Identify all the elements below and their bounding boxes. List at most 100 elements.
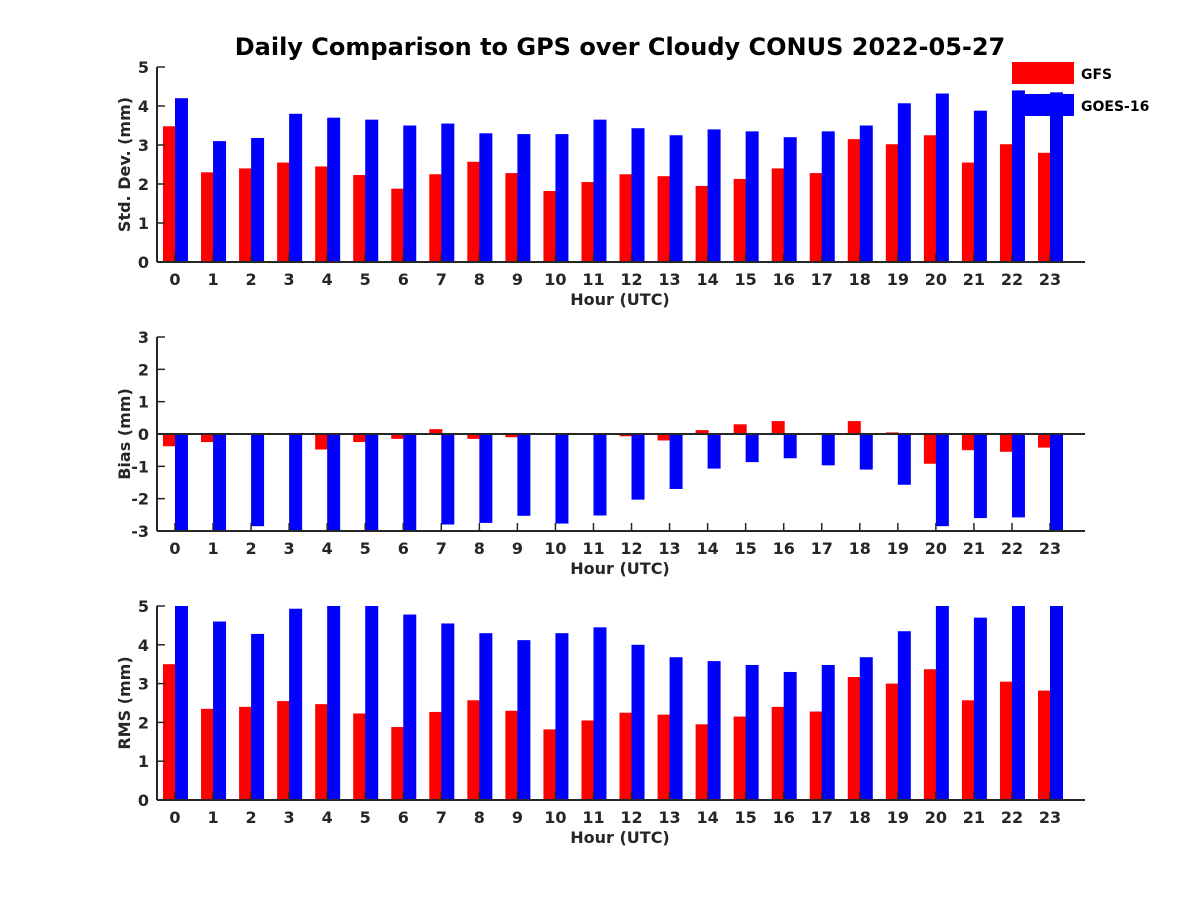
bar-rms-gfs-hour-11 [581,720,595,800]
y-tick-label-rms: 1 [138,752,149,771]
y-tick-label-std: 1 [138,214,149,233]
legend-swatch-gfs [1012,62,1074,84]
bar-bias-gfs-hour-12 [619,434,633,437]
x-tick-label-rms: 3 [284,808,295,827]
y-tick-label-rms: 4 [138,636,149,655]
bar-bias-goes16-hour-11 [593,434,607,516]
x-tick-label-rms: 17 [811,808,833,827]
bar-std-gfs-hour-20 [923,135,937,262]
x-tick-label-std: 2 [246,270,257,289]
x-tick-label-bias: 23 [1039,539,1061,558]
y-tick-label-std: 0 [138,253,149,272]
bar-rms-goes16-hour-17 [821,664,835,800]
bar-rms-gfs-hour-0 [163,664,176,800]
y-tick-label-rms: 0 [138,791,149,810]
bar-bias-gfs-hour-15 [733,424,747,434]
legend-label-goes16: GOES-16 [1081,99,1149,115]
bar-bias-gfs-hour-4 [315,434,329,450]
x-tick-label-rms: 14 [696,808,718,827]
x-tick-label-std: 11 [582,270,604,289]
bar-std-goes16-hour-0 [175,98,188,262]
x-tick-label-std: 13 [658,270,680,289]
x-tick-label-std: 3 [284,270,295,289]
y-tick-label-bias: 1 [138,393,149,412]
bar-bias-gfs-hour-16 [771,421,785,434]
bar-bias-gfs-hour-1 [201,434,215,443]
bar-rms-goes16-hour-23 [1050,606,1063,800]
x-tick-label-std: 21 [963,270,985,289]
x-axis-label-rms: Hour (UTC) [570,828,670,847]
bar-std-goes16-hour-11 [593,119,607,263]
x-tick-label-rms: 22 [1001,808,1023,827]
bar-bias-gfs-hour-23 [1038,434,1051,448]
bar-std-goes16-hour-18 [859,125,873,262]
bar-bias-goes16-hour-13 [669,434,683,489]
bar-rms-goes16-hour-14 [707,661,721,800]
bar-bias-goes16-hour-9 [517,434,531,516]
x-tick-label-std: 17 [811,270,833,289]
bar-std-gfs-hour-7 [429,174,443,262]
bar-rms-gfs-hour-20 [923,669,937,800]
bar-std-gfs-hour-15 [733,178,747,262]
x-tick-label-rms: 5 [360,808,371,827]
bar-std-gfs-hour-17 [809,173,823,262]
x-tick-label-rms: 16 [773,808,795,827]
y-tick-label-rms: 5 [138,597,149,616]
bar-rms-gfs-hour-17 [809,711,823,800]
x-tick-label-std: 23 [1039,270,1061,289]
x-axis-label-std: Hour (UTC) [570,290,670,309]
bar-bias-goes16-hour-10 [555,434,569,524]
bar-std-goes16-hour-8 [479,133,493,262]
bar-bias-goes16-hour-2 [251,434,265,527]
x-tick-label-rms: 2 [246,808,257,827]
bar-std-goes16-hour-21 [973,110,987,263]
x-tick-label-bias: 14 [696,539,718,558]
x-tick-label-rms: 4 [322,808,333,827]
bar-std-gfs-hour-11 [581,182,595,262]
bar-rms-gfs-hour-10 [543,729,557,800]
x-tick-label-bias: 5 [360,539,371,558]
bar-std-gfs-hour-0 [163,126,176,262]
bar-rms-gfs-hour-2 [239,706,253,800]
bar-bias-goes16-hour-0 [175,434,188,531]
x-tick-label-bias: 21 [963,539,985,558]
y-tick-label-bias: 3 [138,328,149,347]
x-tick-label-rms: 15 [735,808,757,827]
x-tick-label-rms: 0 [169,808,180,827]
bar-std-goes16-hour-23 [1050,92,1063,262]
bar-rms-gfs-hour-7 [429,711,443,800]
x-tick-label-rms: 1 [207,808,218,827]
bar-rms-gfs-hour-3 [277,701,291,800]
bar-rms-gfs-hour-16 [771,706,785,800]
bar-bias-goes16-hour-6 [403,434,417,531]
bar-std-goes16-hour-2 [251,137,265,262]
x-tick-label-std: 22 [1001,270,1023,289]
bar-rms-goes16-hour-22 [1011,606,1025,800]
x-tick-label-std: 18 [849,270,871,289]
bar-rms-gfs-hour-9 [505,710,519,800]
bar-rms-goes16-hour-9 [517,640,531,800]
x-tick-label-std: 9 [512,270,523,289]
x-tick-label-bias: 18 [849,539,871,558]
bar-bias-goes16-hour-12 [631,434,645,500]
legend-swatch-goes16 [1012,94,1074,116]
bar-std-goes16-hour-16 [783,137,797,262]
bar-bias-gfs-hour-21 [961,434,975,451]
y-tick-label-bias: -1 [131,457,149,476]
x-tick-label-std: 15 [735,270,757,289]
bar-bias-goes16-hour-4 [327,434,341,531]
bar-rms-goes16-hour-11 [593,627,607,800]
bar-bias-goes16-hour-15 [745,434,759,463]
bar-rms-goes16-hour-21 [973,617,987,800]
x-tick-label-std: 6 [398,270,409,289]
bar-std-goes16-hour-7 [441,123,455,262]
bar-std-goes16-hour-22 [1011,90,1025,263]
bar-std-goes16-hour-9 [517,134,531,262]
x-tick-label-bias: 10 [544,539,566,558]
y-tick-label-bias: 0 [138,425,149,444]
bar-rms-goes16-hour-15 [745,664,759,800]
bar-std-gfs-hour-6 [391,188,405,262]
